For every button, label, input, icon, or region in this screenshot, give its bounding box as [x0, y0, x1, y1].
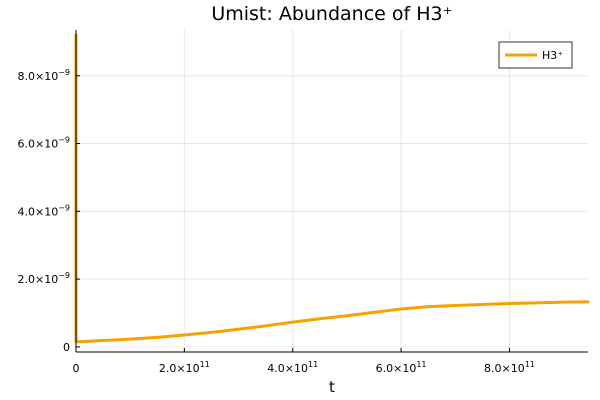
x-tick-label: 8.0×1011 [484, 360, 535, 375]
y-tick-label: 2.0×10−9 [17, 271, 70, 286]
y-tick-label: 6.0×10−9 [17, 136, 70, 151]
y-tick-label: 8.0×10−9 [17, 68, 70, 83]
grid-layer [75, 30, 588, 352]
legend-label-h3-plus: H3⁺ [542, 49, 563, 62]
y-tick-label: 0 [63, 341, 70, 354]
x-tick-label: 0 [73, 362, 80, 375]
series-line-h3-plus [74, 33, 590, 344]
legend: H3⁺ [498, 41, 573, 69]
y-tick-label: 4.0×10−9 [17, 203, 70, 218]
axis-layer [75, 30, 588, 353]
series-layer [74, 33, 590, 344]
x-tick-label: 2.0×1011 [159, 360, 210, 375]
chart-title: Umist: Abundance of H3⁺ [211, 3, 452, 25]
x-tick-label: 6.0×1011 [376, 360, 427, 375]
x-axis-label: t [329, 378, 335, 396]
ticks-layer: 0 2.0×1011 4.0×1011 6.0×1011 8.0×1011 0 2.0×10… [17, 68, 534, 375]
x-tick-label: 4.0×1011 [267, 360, 318, 375]
